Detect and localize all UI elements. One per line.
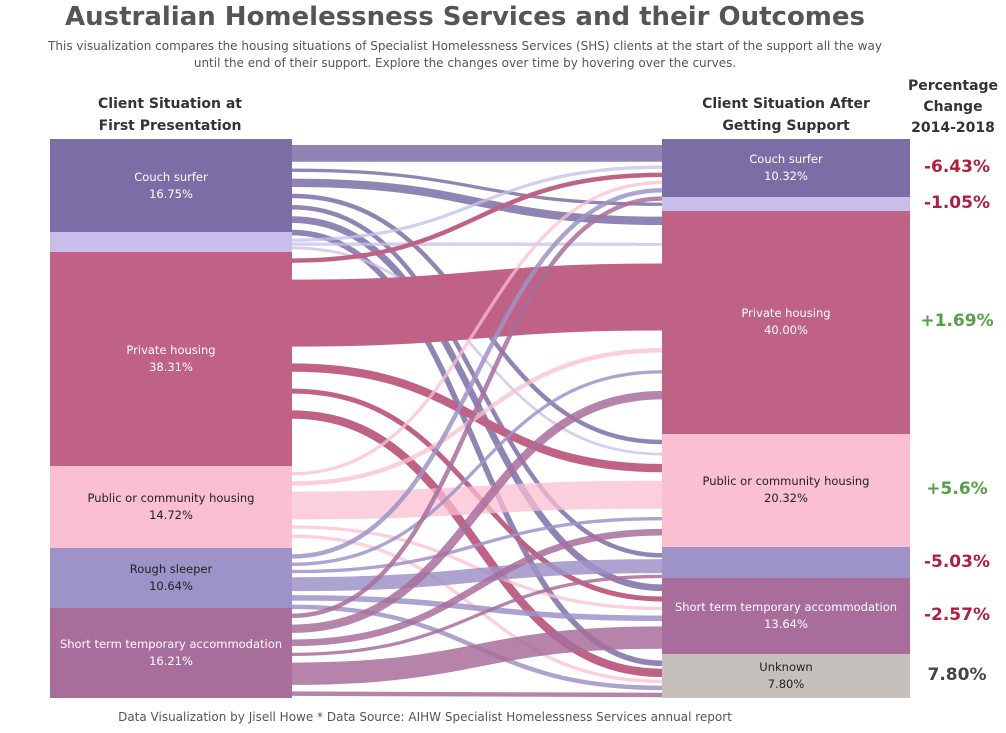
flow-private-to-couch[interactable] bbox=[291, 172, 663, 263]
right-node-rough[interactable] bbox=[662, 547, 910, 579]
percent-change-private: +1.69% bbox=[920, 311, 994, 332]
flow-short-to-rough[interactable] bbox=[291, 574, 663, 657]
right-header-line-2: Getting Support bbox=[722, 118, 850, 134]
page-title: Australian Homelessness Services and the… bbox=[64, 2, 866, 32]
flow-private-to-private[interactable] bbox=[291, 263, 663, 347]
flow-short-to-short[interactable] bbox=[291, 626, 663, 685]
left-node-couch[interactable] bbox=[50, 139, 292, 233]
left-header-line-1: Client Situation at bbox=[98, 96, 242, 112]
footer-credit: Data Visualization by Jisell Howe * Data… bbox=[118, 710, 732, 724]
left-node-private[interactable] bbox=[50, 252, 292, 467]
right-node-unknown[interactable] bbox=[662, 654, 910, 698]
flow-public-to-public[interactable] bbox=[291, 480, 663, 520]
right-node-private[interactable] bbox=[662, 210, 910, 434]
percent-change-public: +5.6% bbox=[926, 479, 988, 500]
flow-short-to-unknown[interactable] bbox=[291, 691, 663, 698]
flow-public-to-private[interactable] bbox=[291, 348, 663, 486]
change-header-line-3: 2014-2018 bbox=[911, 120, 995, 136]
flow-rough-to-private[interactable] bbox=[291, 370, 663, 566]
flow-couch-to-other[interactable] bbox=[291, 168, 663, 206]
right-node-couch[interactable] bbox=[662, 139, 910, 197]
left-node-rough[interactable] bbox=[50, 548, 292, 608]
percent-change-short: -2.57% bbox=[923, 605, 991, 626]
percentage-change-header: Percentage Change 2014-2018 bbox=[900, 76, 1006, 139]
left-column-header: Client Situation at First Presentation bbox=[50, 93, 290, 137]
percent-change-other: -1.05% bbox=[923, 192, 991, 213]
left-node-other[interactable] bbox=[50, 232, 292, 253]
flow-rough-to-couch[interactable] bbox=[291, 188, 663, 559]
flow-other-to-couch[interactable] bbox=[291, 165, 663, 242]
flow-public-to-short[interactable] bbox=[291, 525, 663, 611]
page-subtitle: This visualization compares the housing … bbox=[48, 39, 882, 70]
percent-change-rough: -5.03% bbox=[923, 551, 991, 572]
left-node-short[interactable] bbox=[50, 607, 292, 698]
flow-short-to-private[interactable] bbox=[291, 391, 663, 633]
right-node-other[interactable] bbox=[662, 196, 910, 211]
right-column-header: Client Situation After Getting Support bbox=[662, 93, 910, 137]
right-node-public[interactable] bbox=[662, 433, 910, 548]
change-header-line-1: Percentage bbox=[907, 78, 999, 94]
flow-public-to-couch[interactable] bbox=[291, 180, 663, 476]
left-header-line-2: First Presentation bbox=[98, 118, 242, 134]
change-header-line-2: Change bbox=[923, 99, 983, 115]
right-header-line-1: Client Situation After bbox=[702, 96, 870, 112]
flow-rough-to-public[interactable] bbox=[291, 517, 663, 574]
flow-other-to-public[interactable] bbox=[291, 246, 663, 456]
right-node-short[interactable] bbox=[662, 578, 910, 655]
flow-rough-to-rough[interactable] bbox=[291, 559, 663, 592]
flow-short-to-couch[interactable] bbox=[291, 196, 663, 619]
flow-rough-to-short[interactable] bbox=[291, 595, 663, 622]
left-node-public[interactable] bbox=[50, 466, 292, 549]
percent-change-unknown: 7.80% bbox=[927, 665, 987, 686]
flow-short-to-public[interactable] bbox=[291, 528, 663, 647]
percent-change-couch: -6.43% bbox=[923, 156, 991, 177]
